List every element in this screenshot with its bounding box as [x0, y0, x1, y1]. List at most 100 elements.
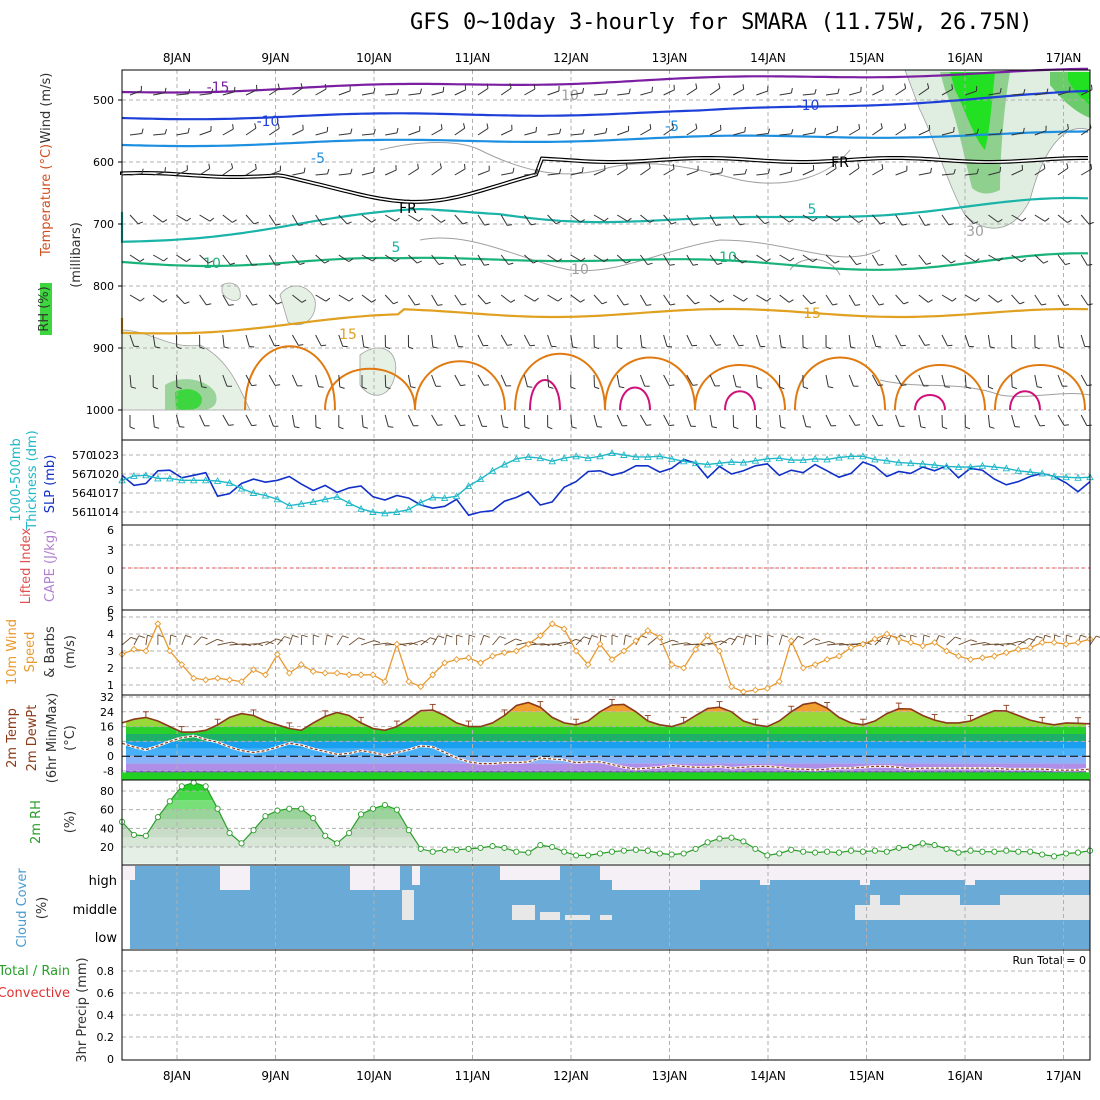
wind-barb — [570, 133, 583, 136]
wind-barb — [338, 214, 348, 225]
thickness-point — [715, 459, 724, 467]
wind-barb — [393, 301, 399, 305]
wind-barb — [619, 386, 625, 389]
wind-barb — [918, 87, 929, 96]
wind-barb — [184, 301, 190, 305]
cape-axis-label: CAPE (J/kg) — [43, 530, 58, 602]
wind-barb — [384, 414, 389, 427]
wind-barb — [338, 426, 344, 430]
wind-barb — [780, 426, 786, 429]
wind-barb — [989, 426, 995, 429]
wind10-barb — [483, 634, 490, 638]
temp-contour-minus10 — [121, 89, 1089, 121]
wind-barb — [176, 386, 182, 390]
wind10-barb — [958, 639, 971, 646]
wind-barb — [483, 384, 489, 386]
wind-barb — [384, 374, 387, 388]
wind10-point — [787, 637, 795, 645]
thickness-tick: 570 — [72, 449, 93, 462]
wind-barb — [437, 304, 443, 306]
contour-label: -5 — [311, 151, 325, 167]
wind10-barb — [372, 642, 389, 646]
wind-barb — [346, 221, 352, 225]
wind-barb — [245, 334, 250, 347]
thickness-point — [333, 492, 341, 500]
wind-barb — [832, 303, 838, 306]
wind-barb — [1011, 214, 1023, 222]
wind-barb — [454, 414, 461, 426]
wind-barb — [766, 297, 771, 302]
wind-barb — [580, 299, 585, 303]
wind-barb — [454, 374, 461, 386]
wind-barb — [1080, 414, 1088, 426]
wind-barb — [953, 126, 955, 133]
wind-barb — [686, 128, 698, 136]
wind-barb — [719, 299, 725, 303]
contour-label: -10 — [257, 114, 280, 130]
wind-barb — [152, 414, 155, 428]
wind-barb — [228, 304, 234, 306]
wind10-point — [775, 678, 783, 686]
wind-barb — [408, 254, 418, 264]
rh-point — [728, 834, 735, 841]
wind-barb — [756, 133, 769, 136]
slp-tick: 1020 — [91, 468, 119, 481]
wind-barb — [229, 262, 236, 265]
wind-barb — [372, 257, 377, 262]
wind-barb — [988, 386, 994, 390]
wind10-barb — [229, 643, 246, 646]
wind-barb — [384, 254, 396, 263]
wind10-point — [1014, 645, 1022, 653]
wind10-point — [931, 639, 939, 646]
wind10-point — [393, 640, 401, 648]
wind-barb — [767, 168, 771, 174]
wind-barb — [603, 258, 609, 263]
rh-area — [175, 389, 202, 410]
wind-barb — [534, 297, 539, 302]
wind-barb — [1034, 254, 1044, 264]
wind-barb — [408, 346, 414, 350]
wind10-barb — [731, 635, 738, 646]
wind-barb — [767, 128, 770, 134]
thickness-point — [237, 484, 246, 492]
wind10-point — [465, 654, 473, 662]
rh-point — [1015, 848, 1022, 855]
wind10-point — [178, 661, 186, 669]
wind-barb — [640, 214, 651, 223]
wind-barb — [1059, 346, 1065, 349]
wind-barb — [605, 127, 608, 133]
wind10-barb — [1066, 634, 1073, 638]
wind-barb — [1034, 374, 1038, 387]
wind-barb — [1034, 414, 1041, 427]
wind-barb — [779, 171, 792, 176]
pressure-tick: 800 — [93, 280, 114, 293]
wind-barb — [1046, 88, 1049, 94]
wind-barb — [878, 264, 884, 266]
rh-legend-swatch — [40, 283, 52, 335]
wind10-barb — [970, 639, 977, 643]
wind10-barb — [938, 635, 946, 638]
wind-barb — [245, 374, 253, 386]
wind-barb — [944, 386, 950, 388]
wind-barb — [460, 424, 466, 427]
wind-barb — [918, 129, 930, 136]
wind-barb — [837, 88, 840, 94]
wind-barb — [500, 129, 513, 136]
wind-barb — [663, 127, 674, 136]
thickness-point — [1038, 469, 1046, 477]
wind10-barb — [552, 641, 567, 646]
slp-tick: 1017 — [91, 487, 119, 500]
rh-point — [310, 815, 317, 822]
wind10-barb — [360, 640, 375, 646]
rh-area — [221, 282, 241, 301]
wind-barb — [663, 214, 672, 225]
wind10-barb — [994, 642, 1010, 646]
wind-barb — [315, 88, 327, 96]
wind-barb — [361, 133, 375, 136]
rh-point — [704, 839, 711, 846]
thickness-point — [476, 475, 485, 483]
thickness-point — [405, 505, 413, 513]
wind-barb — [361, 294, 372, 303]
wind-barb — [292, 172, 305, 176]
wind-barb — [736, 386, 742, 388]
